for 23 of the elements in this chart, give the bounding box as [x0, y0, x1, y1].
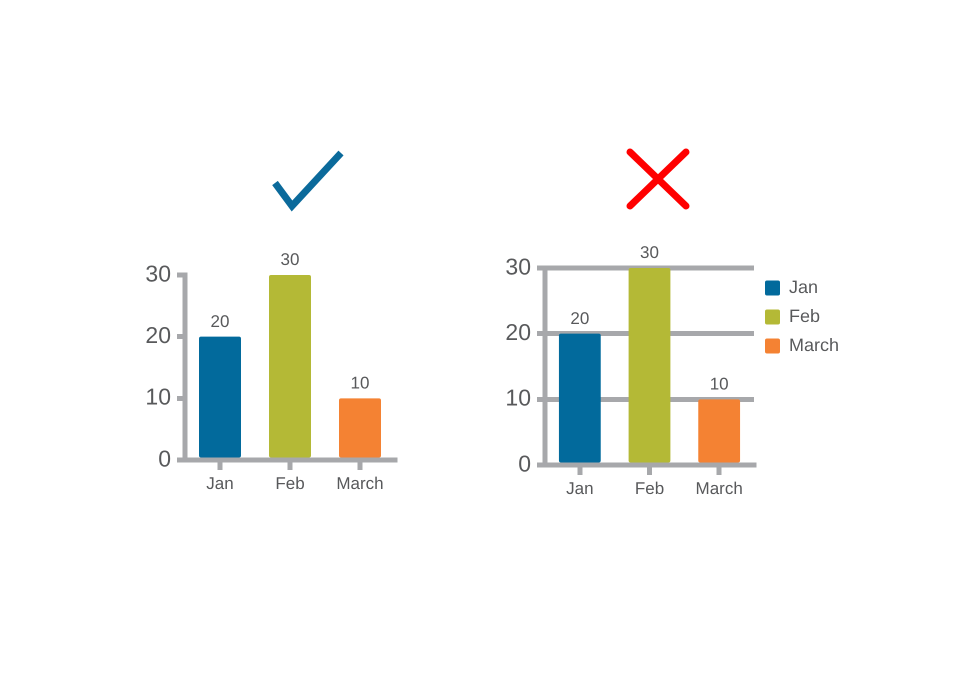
data-label: 30	[640, 243, 659, 262]
data-label: 30	[280, 250, 300, 270]
x-tick-label: Feb	[275, 474, 305, 493]
data-label: 10	[710, 374, 729, 394]
y-tick-label: 30	[505, 253, 531, 280]
data-label: 20	[210, 312, 230, 331]
legend-label: Jan	[789, 276, 818, 297]
y-tick-label: 10	[145, 384, 171, 410]
y-tick-label: 0	[518, 450, 531, 476]
x-tick-label: March	[696, 478, 743, 498]
data-label: 20	[570, 308, 590, 328]
data-label: 10	[350, 374, 370, 393]
y-tick-label: 30	[145, 260, 171, 286]
x-tick-label: Jan	[206, 474, 234, 493]
legend-label: Feb	[789, 306, 820, 326]
x-tick-label: Feb	[634, 478, 664, 498]
y-tick-label: 20	[505, 319, 531, 346]
y-tick-label: 0	[158, 445, 171, 472]
y-tick-label: 20	[145, 322, 171, 348]
x-tick-label: Jan	[566, 478, 594, 498]
y-tick-label: 10	[505, 384, 531, 411]
x-tick-label: March	[336, 474, 384, 493]
legend-label: March	[789, 334, 840, 355]
